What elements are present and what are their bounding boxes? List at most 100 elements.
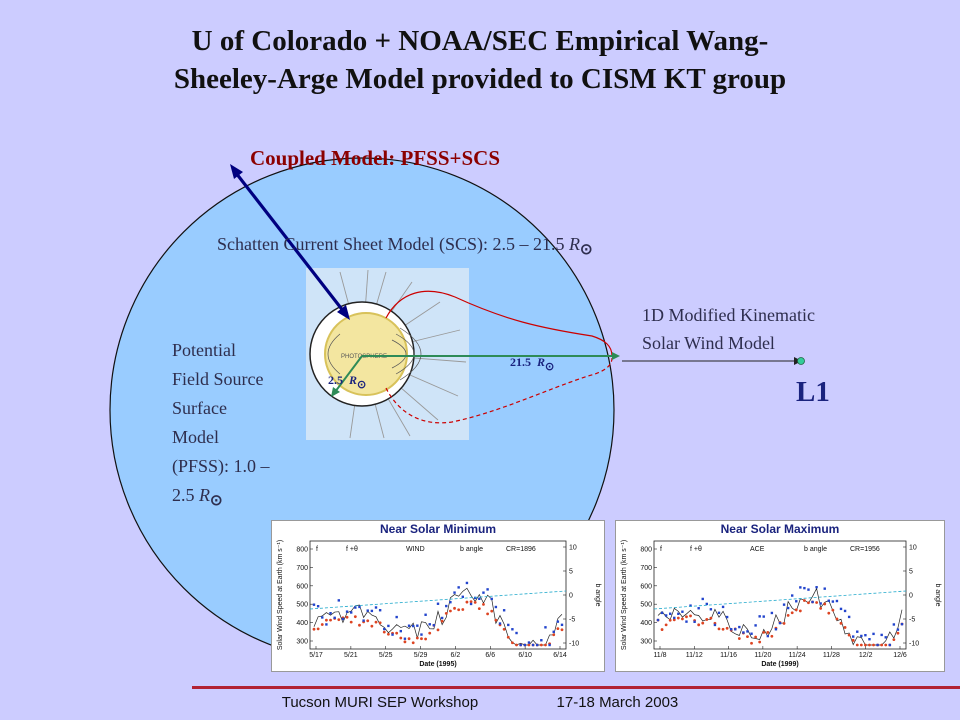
- x-tick-label: 11/24: [789, 652, 806, 659]
- model-point-fs-theta: [345, 610, 349, 613]
- model-point-fs: [896, 631, 900, 635]
- model-point-fs-theta: [370, 609, 374, 613]
- model-point-fs-theta: [440, 616, 444, 620]
- model-point-fs-theta: [705, 602, 708, 606]
- model-point-fs: [660, 628, 664, 631]
- x-tick-label: 12/6: [893, 652, 907, 659]
- model-point-fs: [831, 608, 835, 612]
- pfss-last-value: 2.5: [172, 485, 195, 505]
- b-tick-label: -5: [569, 617, 575, 624]
- model-point-fs: [851, 638, 855, 642]
- pfss-label: Potential Field Source Surface Model (PF…: [172, 336, 300, 516]
- plot-frame: [653, 540, 907, 650]
- model-point-fs-theta: [502, 609, 506, 612]
- model-point-fs-theta: [544, 626, 547, 629]
- x-tick-label: 6/6: [485, 652, 495, 659]
- inner-radius-unit: R: [348, 373, 357, 387]
- title-line-1: U of Colorado + NOAA/SEC Empirical Wang-: [191, 25, 769, 57]
- legend-entry: f: [316, 546, 318, 553]
- model-point-fs: [794, 608, 798, 612]
- kinematic-model-label: 1D Modified Kinematic Solar Wind Model: [642, 301, 815, 357]
- model-point-fs-theta: [395, 615, 398, 619]
- l1-dot: [797, 357, 805, 365]
- pfss-line-5: (PFSS): 1.0 –: [172, 456, 270, 476]
- model-point-fs: [737, 637, 741, 640]
- model-point-fs: [855, 643, 859, 647]
- legend-entry: ACE: [750, 546, 765, 553]
- model-point-fs: [725, 626, 729, 630]
- model-point-fs-theta: [900, 622, 904, 626]
- model-point-fs: [477, 607, 481, 610]
- pfss-line-6: 2.5 R⊙: [172, 481, 300, 516]
- model-point-fs-theta: [341, 617, 345, 621]
- observed-speed-trace: [313, 587, 563, 646]
- y-tick-label: 600: [296, 583, 308, 590]
- footer-divider: [192, 686, 960, 689]
- model-point-fs-theta: [725, 615, 729, 619]
- legend-entry: f +θ: [690, 546, 702, 553]
- model-point-fs-theta: [758, 615, 761, 618]
- model-point-fs: [312, 627, 316, 631]
- scs-label: Schatten Current Sheet Model (SCS): 2.5 …: [217, 234, 593, 259]
- model-point-fs-theta: [321, 616, 324, 619]
- l1-label: L1: [796, 376, 830, 408]
- model-point-fs: [770, 634, 774, 638]
- model-point-fs-theta: [815, 586, 818, 589]
- model-point-fs: [884, 643, 888, 647]
- y-tick-label: 500: [296, 602, 308, 609]
- model-point-fs-theta: [803, 586, 806, 590]
- model-point-fs-theta: [358, 605, 361, 609]
- model-point-fs-theta: [474, 596, 477, 600]
- legend-entry: CR=1956: [850, 546, 880, 553]
- b-tick-label: 5: [569, 569, 573, 576]
- model-point-fs-theta: [807, 588, 810, 591]
- b-tick-label: 0: [569, 593, 573, 600]
- model-point-fs-theta: [709, 608, 713, 611]
- model-point-fs: [782, 622, 786, 625]
- inner-radius-label: 2.5 R⊙: [328, 373, 366, 391]
- model-point-fs-theta: [511, 628, 514, 631]
- model-point-fs-theta: [884, 636, 887, 639]
- model-point-fs: [872, 643, 875, 647]
- model-point-fs-theta: [843, 609, 847, 613]
- model-point-fs: [349, 620, 353, 624]
- model-point-fs: [664, 623, 668, 627]
- legend-entry: b angle: [804, 546, 827, 553]
- model-point-fs-theta: [819, 602, 822, 605]
- model-point-fs-theta: [681, 610, 684, 613]
- model-point-fs: [827, 611, 831, 615]
- model-point-fs-theta: [717, 611, 721, 615]
- coupled-model-arrow: [234, 172, 346, 313]
- model-point-fs-theta: [713, 623, 717, 627]
- model-point-fs: [721, 627, 725, 631]
- model-point-fs-theta: [494, 605, 498, 609]
- scs-unit-r: R: [568, 234, 580, 254]
- model-point-fs-theta: [839, 607, 843, 611]
- model-point-fs-theta: [742, 631, 745, 634]
- y-tick-label: 500: [640, 602, 652, 609]
- model-point-fs-theta: [432, 624, 436, 627]
- model-point-fs: [399, 636, 403, 640]
- model-point-fs-theta: [701, 597, 704, 601]
- pfss-unit: R⊙: [199, 485, 223, 509]
- model-point-fs: [465, 600, 469, 604]
- model-point-fs-theta: [774, 628, 778, 631]
- kinematic-line-1: 1D Modified Kinematic: [642, 305, 815, 325]
- model-point-fs: [790, 611, 794, 615]
- model-point-fs: [803, 599, 806, 602]
- model-point-fs: [746, 635, 749, 639]
- model-point-fs: [798, 609, 802, 613]
- model-point-fs-theta: [337, 599, 340, 602]
- footer: Tucson MURI SEP Workshop 17-18 March 200…: [0, 694, 960, 711]
- model-point-fs-theta: [387, 624, 390, 628]
- model-point-fs-theta: [750, 632, 753, 635]
- model-point-fs-theta: [519, 643, 522, 647]
- x-tick-label: 11/12: [686, 652, 703, 659]
- scs-unit: R⊙: [568, 234, 593, 258]
- solar-maximum-panel: Near Solar Maximum 800 700 600 500 400 300 10 5…: [615, 520, 945, 672]
- kinematic-line-2: Solar Wind Model: [642, 333, 775, 353]
- model-point-fs-theta: [536, 643, 539, 647]
- model-point-fs-theta: [552, 630, 555, 634]
- legend-entry: b angle: [460, 546, 483, 553]
- inner-radius-value: 2.5: [328, 373, 343, 387]
